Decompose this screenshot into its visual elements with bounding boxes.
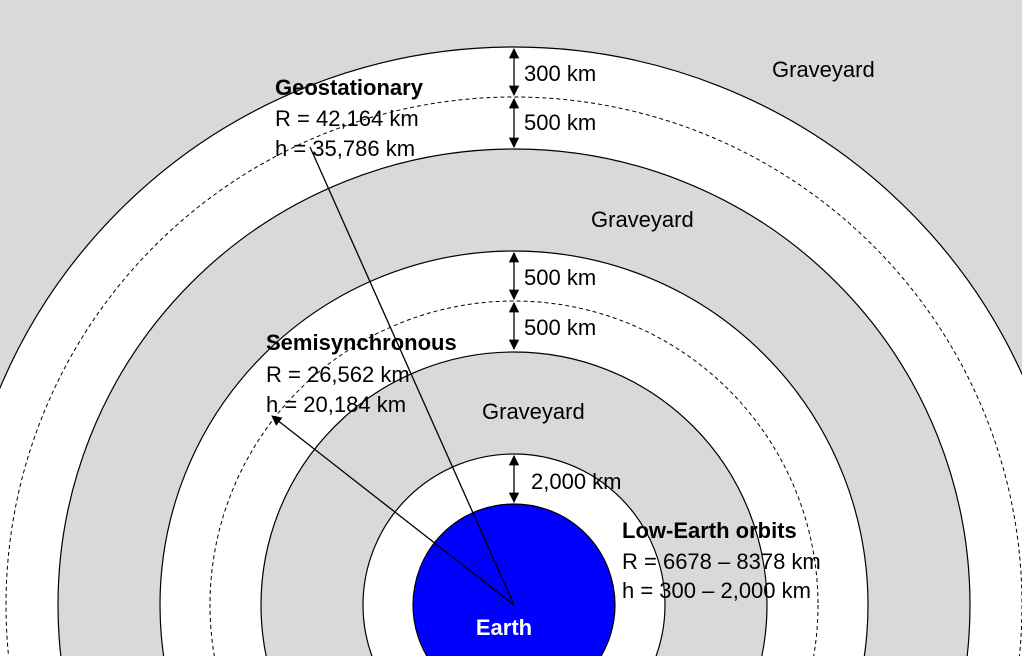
geo-300km-label: 300 km — [524, 61, 596, 86]
graveyard-middle-label: Graveyard — [591, 207, 694, 232]
semisynchronous-radius-arrow — [271, 415, 515, 606]
semisynchronous-orbit-ring — [209, 300, 819, 656]
low-earth-title: Low-Earth orbits — [622, 518, 797, 543]
geostationary-height: h = 35,786 km — [275, 136, 415, 161]
earth-label: Earth — [476, 615, 532, 640]
geostationary-radius-line — [309, 146, 515, 606]
geostationary-radius: R = 42,164 km — [275, 106, 419, 131]
low-earth-radius: R = 6678 – 8378 km — [622, 549, 821, 574]
geostationary-title: Geostationary — [275, 75, 424, 100]
semi-lower-500km-label: 500 km — [524, 315, 596, 340]
earth — [412, 503, 616, 656]
graveyard-inner-label: Graveyard — [482, 399, 585, 424]
semisynchronous-radius: R = 26,562 km — [266, 362, 410, 387]
low-earth-height: h = 300 – 2,000 km — [622, 578, 811, 603]
semisynchronous-title: Semisynchronous — [266, 330, 457, 355]
semi-upper-500km-label: 500 km — [524, 265, 596, 290]
geo-500km-label: 500 km — [524, 110, 596, 135]
semisynchronous-height: h = 20,184 km — [266, 392, 406, 417]
leo-2000km-label: 2,000 km — [531, 469, 622, 494]
graveyard-outer-label: Graveyard — [772, 57, 875, 82]
